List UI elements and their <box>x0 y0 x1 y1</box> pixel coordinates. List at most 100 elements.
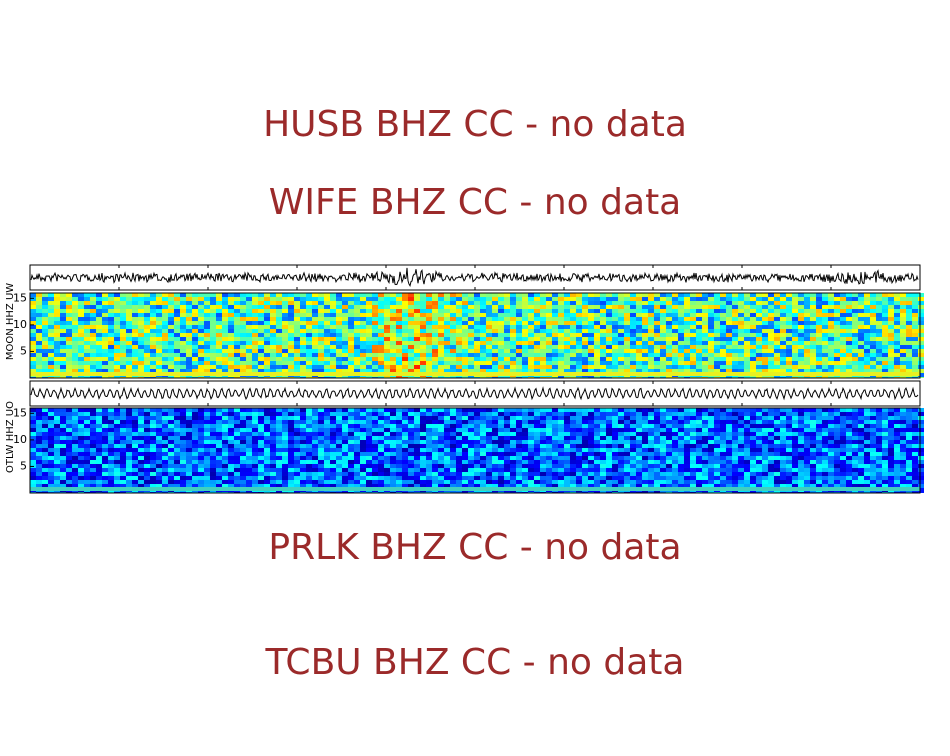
spectrogram-cell <box>636 337 642 341</box>
spectrogram-cell <box>204 420 210 424</box>
spectrogram-cell <box>204 313 210 317</box>
spectrogram-cell <box>762 444 768 448</box>
spectrogram-cell <box>390 341 396 345</box>
spectrogram-cell <box>702 444 708 448</box>
spectrogram-cell <box>552 424 558 428</box>
spectrogram-cell <box>582 361 588 365</box>
spectrogram-cell <box>522 313 528 317</box>
spectrogram-cell <box>774 313 780 317</box>
spectrogram-cell <box>744 301 750 305</box>
spectrogram-cell <box>756 361 762 365</box>
spectrogram-cell <box>174 297 180 301</box>
spectrogram-cell <box>726 420 732 424</box>
spectrogram-cell <box>294 345 300 349</box>
spectrogram-cell <box>156 321 162 325</box>
spectrogram-cell <box>666 321 672 325</box>
spectrogram-cell <box>654 369 660 373</box>
spectrogram-cell <box>342 301 348 305</box>
spectrogram-cell <box>150 369 156 373</box>
spectrogram-cell <box>156 309 162 313</box>
spectrogram-cell <box>270 408 276 412</box>
spectrogram-cell <box>486 357 492 361</box>
spectrogram-cell <box>900 444 906 448</box>
spectrogram-cell <box>564 369 570 373</box>
spectrogram-cell <box>258 424 264 428</box>
spectrogram-cell <box>162 321 168 325</box>
spectrogram-cell <box>264 412 270 416</box>
spectrogram-cell <box>702 357 708 361</box>
spectrogram-cell <box>78 341 84 345</box>
spectrogram-cell <box>612 297 618 301</box>
spectrogram-cell <box>420 444 426 448</box>
spectrogram-cell <box>234 369 240 373</box>
spectrogram-cell <box>288 333 294 337</box>
spectrogram-cell <box>582 301 588 305</box>
spectrogram-cell <box>552 412 558 416</box>
spectrogram-cell <box>246 305 252 309</box>
spectrogram-cell <box>744 412 750 416</box>
no-data-message: PRLK BHZ CC - no data <box>268 527 681 568</box>
spectrogram-cell <box>438 436 444 440</box>
spectrogram-cell <box>792 440 798 444</box>
spectrogram-cell <box>72 349 78 353</box>
spectrogram-cell <box>78 369 84 373</box>
spectrogram-cell <box>900 424 906 428</box>
spectrogram-cell <box>462 333 468 337</box>
spectrogram-cell <box>798 436 804 440</box>
spectrogram-cell <box>48 349 54 353</box>
spectrogram-cell <box>138 432 144 436</box>
spectrogram-cell <box>846 337 852 341</box>
spectrogram-cell <box>156 333 162 337</box>
spectrogram-cell <box>846 420 852 424</box>
spectrogram-cell <box>384 345 390 349</box>
spectrogram-cell <box>66 448 72 452</box>
spectrogram-cell <box>678 357 684 361</box>
spectrogram-cell <box>186 408 192 412</box>
spectrogram-cell <box>696 293 702 297</box>
spectrogram-cell <box>726 440 732 444</box>
spectrogram-cell <box>414 369 420 373</box>
spectrogram-cell <box>132 309 138 313</box>
spectrogram-cell <box>180 297 186 301</box>
spectrogram-cell <box>222 353 228 357</box>
spectrogram-cell <box>768 408 774 412</box>
spectrogram-cell <box>264 361 270 365</box>
spectrogram-cell <box>180 448 186 452</box>
spectrogram-cell <box>804 313 810 317</box>
spectrogram-cell <box>420 341 426 345</box>
spectrogram-cell <box>360 345 366 349</box>
spectrogram-cell <box>636 349 642 353</box>
spectrogram-cell <box>696 337 702 341</box>
spectrogram-cell <box>204 412 210 416</box>
spectrogram-cell <box>858 305 864 309</box>
spectrogram-cell <box>606 412 612 416</box>
spectrogram-cell <box>894 365 900 369</box>
spectrogram-cell <box>876 365 882 369</box>
spectrogram-cell <box>660 301 666 305</box>
spectrogram-cell <box>30 416 36 420</box>
spectrogram-cell <box>300 341 306 345</box>
spectrogram-cell <box>792 329 798 333</box>
spectrogram-cell <box>702 412 708 416</box>
spectrogram-cell <box>138 329 144 333</box>
spectrogram-cell <box>600 333 606 337</box>
spectrogram-cell <box>828 444 834 448</box>
spectrogram-cell <box>342 369 348 373</box>
spectrogram-cell <box>396 333 402 337</box>
spectrogram-cell <box>444 333 450 337</box>
spectrogram-cell <box>114 416 120 420</box>
spectrogram-cell <box>546 408 552 412</box>
spectrogram-cell <box>870 440 876 444</box>
spectrogram-cell <box>234 301 240 305</box>
spectrogram-cell <box>720 412 726 416</box>
spectrogram-cell <box>660 345 666 349</box>
spectrogram-cell <box>336 448 342 452</box>
spectrogram-cell <box>486 424 492 428</box>
spectrogram-cell <box>192 436 198 440</box>
spectrogram-cell <box>654 416 660 420</box>
spectrogram-cell <box>678 321 684 325</box>
spectrogram-cell <box>180 329 186 333</box>
spectrogram-cell <box>330 424 336 428</box>
spectrogram-cell <box>660 337 666 341</box>
spectrogram-cell <box>432 349 438 353</box>
